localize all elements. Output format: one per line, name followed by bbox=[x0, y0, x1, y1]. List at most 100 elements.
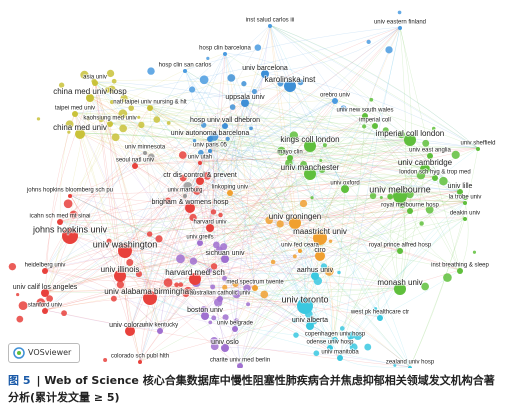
edge bbox=[199, 179, 211, 228]
node-label: univ alabama birmingham bbox=[104, 287, 196, 296]
edge bbox=[199, 138, 411, 163]
edge bbox=[224, 172, 311, 259]
edge bbox=[124, 209, 411, 251]
edge bbox=[204, 144, 311, 316]
minor-node bbox=[320, 340, 324, 344]
minor-node bbox=[300, 161, 308, 168]
edge bbox=[44, 254, 321, 311]
edge bbox=[44, 124, 376, 293]
minor-node bbox=[369, 97, 374, 102]
node bbox=[183, 69, 187, 73]
edge bbox=[209, 137, 226, 259]
minor-node bbox=[58, 82, 65, 88]
edge bbox=[194, 277, 401, 289]
minor-node bbox=[86, 117, 90, 121]
node-label: ctr dis control & prevent bbox=[163, 172, 237, 179]
node bbox=[394, 283, 406, 295]
node bbox=[315, 251, 325, 261]
edge bbox=[59, 220, 461, 271]
edge bbox=[44, 286, 256, 293]
node bbox=[42, 308, 48, 314]
minor-node bbox=[227, 74, 236, 82]
edge bbox=[319, 201, 466, 256]
edge bbox=[59, 197, 466, 222]
edge bbox=[224, 257, 401, 289]
edge bbox=[144, 151, 401, 289]
edge bbox=[224, 52, 296, 223]
edge bbox=[224, 194, 401, 259]
edge bbox=[364, 114, 461, 271]
node bbox=[327, 345, 333, 351]
edge bbox=[44, 309, 161, 331]
edge bbox=[325, 97, 336, 101]
edge bbox=[119, 274, 306, 306]
edge bbox=[59, 217, 466, 222]
edge bbox=[149, 296, 336, 340]
edge bbox=[149, 124, 376, 298]
edge bbox=[69, 194, 131, 331]
minor-node bbox=[353, 331, 363, 341]
edge bbox=[224, 124, 311, 326]
minor-node bbox=[208, 320, 213, 325]
minor-node bbox=[393, 363, 397, 367]
edge bbox=[224, 124, 401, 289]
minor-node bbox=[405, 190, 414, 199]
edge bbox=[139, 138, 411, 362]
edge bbox=[244, 101, 296, 223]
edge bbox=[124, 190, 461, 251]
node bbox=[118, 244, 132, 258]
node-label: univ autonoma barcelona bbox=[171, 130, 250, 137]
minor-node bbox=[107, 85, 116, 94]
node bbox=[189, 273, 201, 285]
minor-node bbox=[137, 115, 141, 119]
edge bbox=[269, 24, 479, 149]
edge bbox=[144, 151, 153, 298]
edge bbox=[89, 96, 241, 366]
edge bbox=[209, 137, 411, 368]
minor-node bbox=[119, 124, 127, 133]
edge bbox=[224, 124, 479, 149]
minor-node bbox=[319, 166, 326, 174]
node-label: kings coll london bbox=[280, 135, 339, 144]
edge bbox=[149, 106, 186, 196]
node bbox=[268, 24, 272, 28]
edge bbox=[224, 52, 336, 101]
edge bbox=[229, 72, 266, 193]
minor-node bbox=[451, 150, 460, 159]
node-label: med spectrum twente bbox=[226, 280, 284, 286]
edge bbox=[59, 137, 211, 222]
minor-node bbox=[322, 143, 327, 148]
node bbox=[132, 163, 138, 169]
edge bbox=[74, 112, 226, 259]
minor-node bbox=[339, 326, 345, 331]
node-label: univ melbourne bbox=[369, 184, 431, 194]
node bbox=[432, 175, 438, 181]
edge bbox=[269, 24, 479, 149]
edge bbox=[219, 287, 401, 299]
node-label: odense univ hosp bbox=[306, 340, 354, 346]
edge bbox=[329, 114, 366, 348]
minor-node bbox=[118, 109, 128, 119]
node-label: univ greifs bbox=[186, 235, 213, 241]
edge bbox=[224, 124, 256, 288]
minor-node bbox=[128, 105, 135, 111]
edge bbox=[269, 24, 291, 86]
node-label: china med univ bbox=[53, 123, 107, 132]
minor-node bbox=[198, 149, 204, 156]
node bbox=[297, 298, 313, 314]
minor-node bbox=[222, 275, 227, 281]
edge bbox=[119, 161, 201, 276]
minor-node bbox=[462, 195, 468, 201]
node-label: colorado sch publ hlth bbox=[111, 354, 169, 360]
edge bbox=[149, 72, 266, 108]
minor-node bbox=[182, 290, 190, 298]
minor-node bbox=[189, 257, 198, 265]
edge bbox=[94, 81, 186, 196]
edge bbox=[184, 194, 221, 299]
edge bbox=[159, 201, 466, 331]
edge bbox=[94, 81, 461, 271]
node-label: boston univ bbox=[187, 307, 223, 314]
edge bbox=[149, 114, 366, 298]
edge bbox=[269, 24, 346, 189]
